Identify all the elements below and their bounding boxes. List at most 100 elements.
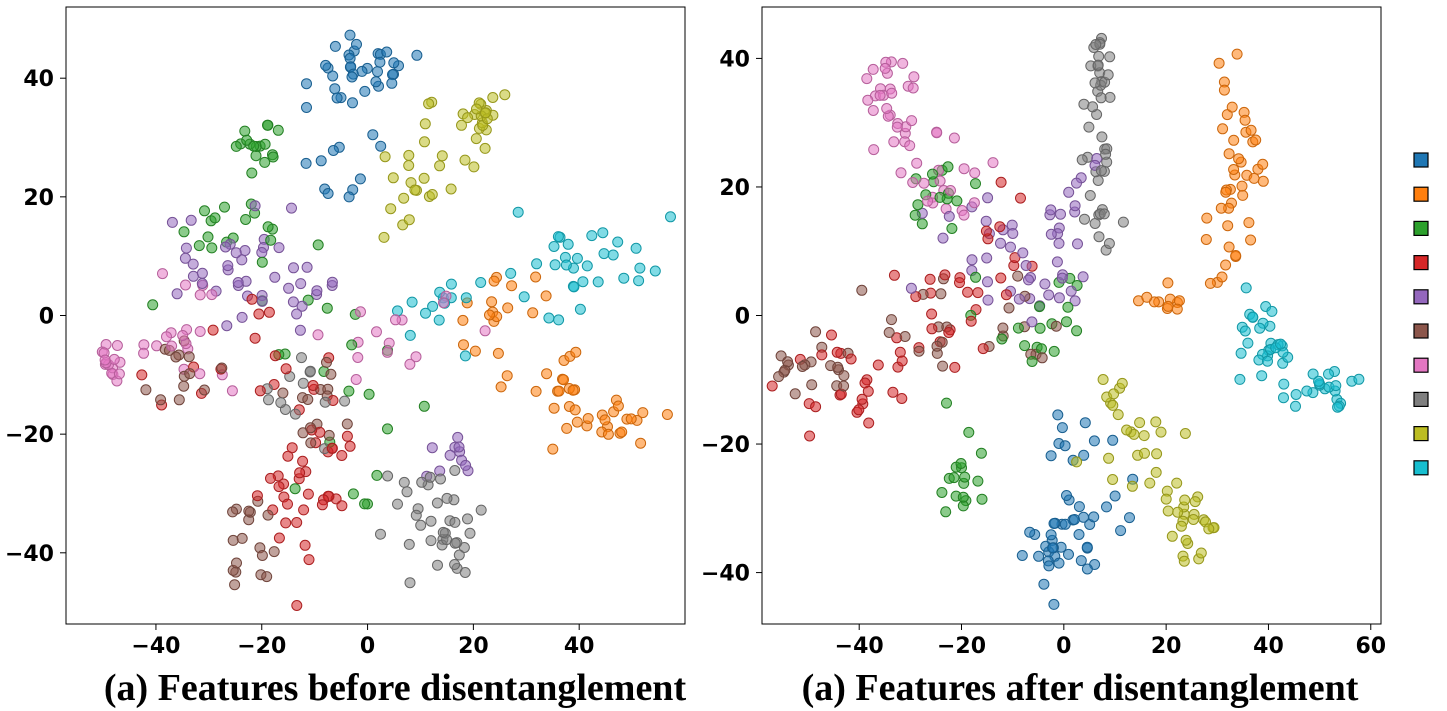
before-point-class-1 — [547, 443, 559, 455]
before-point-class-1 — [541, 368, 553, 380]
before-y-tick-label: 40 — [23, 67, 54, 92]
before-point-class-8 — [398, 192, 410, 204]
after-point-class-7 — [1098, 208, 1110, 220]
after-point-class-5 — [1012, 270, 1024, 282]
after-x-tick-label: 0 — [1056, 634, 1071, 659]
before-point-class-2 — [418, 400, 430, 412]
before-point-class-8 — [468, 161, 480, 173]
before-point-class-6 — [180, 279, 191, 291]
after-point-class-6 — [906, 115, 918, 127]
after-point-class-5 — [789, 388, 801, 400]
after-point-class-4 — [1026, 316, 1038, 328]
after-x-tick-label: −40 — [835, 634, 884, 659]
after-point-class-4 — [937, 232, 949, 244]
before-point-class-4 — [256, 295, 268, 307]
before-point-class-4 — [311, 285, 323, 297]
before-point-class-9 — [592, 276, 604, 288]
after-point-class-0 — [1101, 501, 1112, 513]
before-point-class-5 — [256, 550, 268, 561]
before-point-class-3 — [336, 450, 348, 461]
before-point-class-3 — [273, 481, 285, 493]
after-point-class-2 — [916, 218, 928, 230]
after-point-class-6 — [922, 195, 934, 207]
before-point-class-1 — [501, 370, 513, 382]
after-point-class-7 — [1100, 148, 1112, 160]
before-point-class-8 — [459, 154, 471, 166]
before-point-class-4 — [287, 296, 299, 308]
before-point-class-9 — [598, 248, 610, 260]
before-point-class-5 — [231, 557, 242, 569]
before-point-class-8 — [419, 136, 430, 148]
after-point-class-9 — [1262, 355, 1273, 367]
before-point-class-9 — [665, 211, 676, 223]
after-point-class-0 — [1033, 550, 1045, 562]
before-point-class-8 — [434, 160, 446, 172]
after-point-class-0 — [1073, 529, 1085, 540]
after-point-class-0 — [1059, 440, 1071, 452]
before-point-class-2 — [347, 488, 359, 500]
before-point-class-1 — [635, 437, 647, 449]
legend-swatch-class-6 — [1413, 357, 1429, 373]
before-point-class-8 — [499, 89, 511, 101]
after-point-class-1 — [1245, 234, 1257, 246]
before-point-class-9 — [607, 249, 619, 261]
before-point-class-9 — [512, 206, 524, 218]
after-point-class-1 — [1222, 220, 1234, 232]
before-point-class-8 — [456, 119, 467, 131]
before-point-class-6 — [99, 354, 111, 366]
after-point-class-1 — [1245, 124, 1257, 136]
after-point-class-4 — [1023, 274, 1034, 286]
after-point-class-2 — [976, 493, 988, 505]
legend-swatch-class-5 — [1413, 323, 1429, 339]
after-point-class-6 — [907, 177, 919, 188]
after-point-class-4 — [995, 237, 1006, 249]
after-point-class-8 — [1108, 388, 1120, 400]
before-point-class-7 — [289, 408, 301, 420]
after-point-class-7 — [1104, 51, 1116, 63]
after-point-class-1 — [1233, 153, 1245, 165]
after-point-class-6 — [987, 157, 999, 169]
before-point-class-7 — [453, 549, 465, 561]
after-point-class-0 — [1016, 550, 1028, 561]
before-point-class-6 — [390, 314, 401, 326]
after-point-class-1 — [1223, 241, 1235, 253]
before-point-class-3 — [341, 430, 353, 442]
after-point-class-8 — [1179, 428, 1191, 439]
caption-right: (a) Features after disentanglement — [802, 667, 1359, 709]
before-point-class-3 — [273, 532, 285, 544]
after-point-class-2 — [959, 471, 971, 483]
after-point-class-5 — [997, 322, 1009, 334]
before-point-class-2 — [193, 240, 205, 252]
after-point-class-1 — [1220, 259, 1232, 271]
before-point-class-9 — [543, 312, 555, 324]
before-point-class-9 — [404, 329, 416, 341]
after-point-class-0 — [1024, 526, 1036, 538]
after-point-class-9 — [1247, 311, 1259, 323]
after-point-class-1 — [1162, 300, 1174, 312]
before-point-class-2 — [259, 156, 271, 168]
after-point-class-6 — [895, 167, 907, 179]
before-point-class-7 — [475, 504, 487, 516]
after-point-class-1 — [1231, 48, 1243, 60]
after-point-class-3 — [994, 221, 1006, 233]
before-point-class-7 — [459, 567, 471, 578]
before-point-class-9 — [505, 267, 517, 279]
after-y-tick-label: 20 — [719, 176, 750, 201]
before-point-class-3 — [246, 293, 258, 305]
after-point-class-4 — [905, 282, 917, 294]
after-point-class-4 — [1007, 228, 1019, 239]
before-point-class-4 — [283, 282, 295, 294]
after-point-class-9 — [1353, 373, 1365, 385]
after-point-class-6 — [969, 167, 981, 179]
scatter-plot-before: −40 −20 0 20 40 −40 −20 0 20 40 — [5, 6, 686, 659]
before-point-class-9 — [460, 292, 472, 304]
before-y-tick-label: −40 — [5, 542, 54, 567]
before-point-class-2 — [262, 119, 273, 131]
after-point-class-2 — [909, 209, 921, 221]
after-point-class-1 — [1237, 189, 1249, 201]
legend — [1413, 152, 1429, 476]
before-point-class-7 — [403, 538, 415, 550]
before-point-class-5 — [155, 394, 167, 406]
after-point-class-1 — [1257, 175, 1269, 187]
after-point-class-6 — [918, 177, 930, 189]
